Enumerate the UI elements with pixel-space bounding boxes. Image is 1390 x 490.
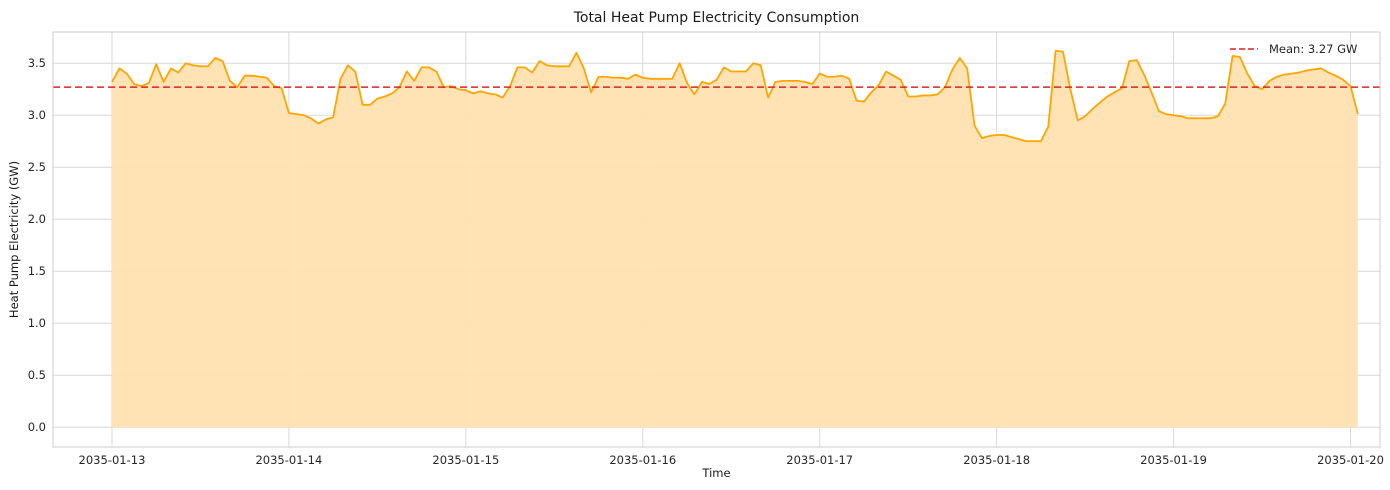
ticks: 0.0 0.5 1.0 1.5 2.0 2.5 3.0 3.5 2035-01-13 2035-0… [28, 56, 1384, 467]
plot-frame [52, 31, 1381, 448]
area-layer [111, 49, 1359, 428]
y-tick-label: 2.0 [28, 212, 46, 226]
x-tick-label: 2035-01-19 [1140, 453, 1207, 467]
area-fill [111, 50, 1358, 428]
x-tick-label: 2035-01-17 [786, 453, 853, 467]
x-tick-label: 2035-01-13 [79, 453, 146, 467]
legend-mean-label: Mean: 3.27 GW [1269, 42, 1357, 56]
legend: Mean: 3.27 GW [1230, 42, 1357, 56]
x-tick-label: 2035-01-14 [255, 453, 322, 467]
y-tick-label: 0.5 [28, 368, 46, 382]
x-tick-label: 2035-01-20 [1317, 453, 1384, 467]
x-tick-label: 2035-01-18 [963, 453, 1030, 467]
y-tick-label: 1.5 [28, 264, 46, 278]
x-tick-label: 2035-01-16 [609, 453, 676, 467]
chart-title: Total Heat Pump Electricity Consumption [573, 10, 860, 26]
y-tick-label: 2.5 [28, 160, 46, 174]
y-tick-label: 0.0 [28, 420, 46, 434]
x-axis-label: Time [701, 466, 730, 480]
y-tick-label: 1.0 [28, 316, 46, 330]
series-line [111, 49, 1359, 143]
y-tick-label: 3.5 [28, 56, 46, 70]
y-tick-label: 3.0 [28, 108, 46, 122]
x-tick-label: 2035-01-15 [432, 453, 499, 467]
y-axis-label: Heat Pump Electricity (GW) [7, 161, 21, 318]
